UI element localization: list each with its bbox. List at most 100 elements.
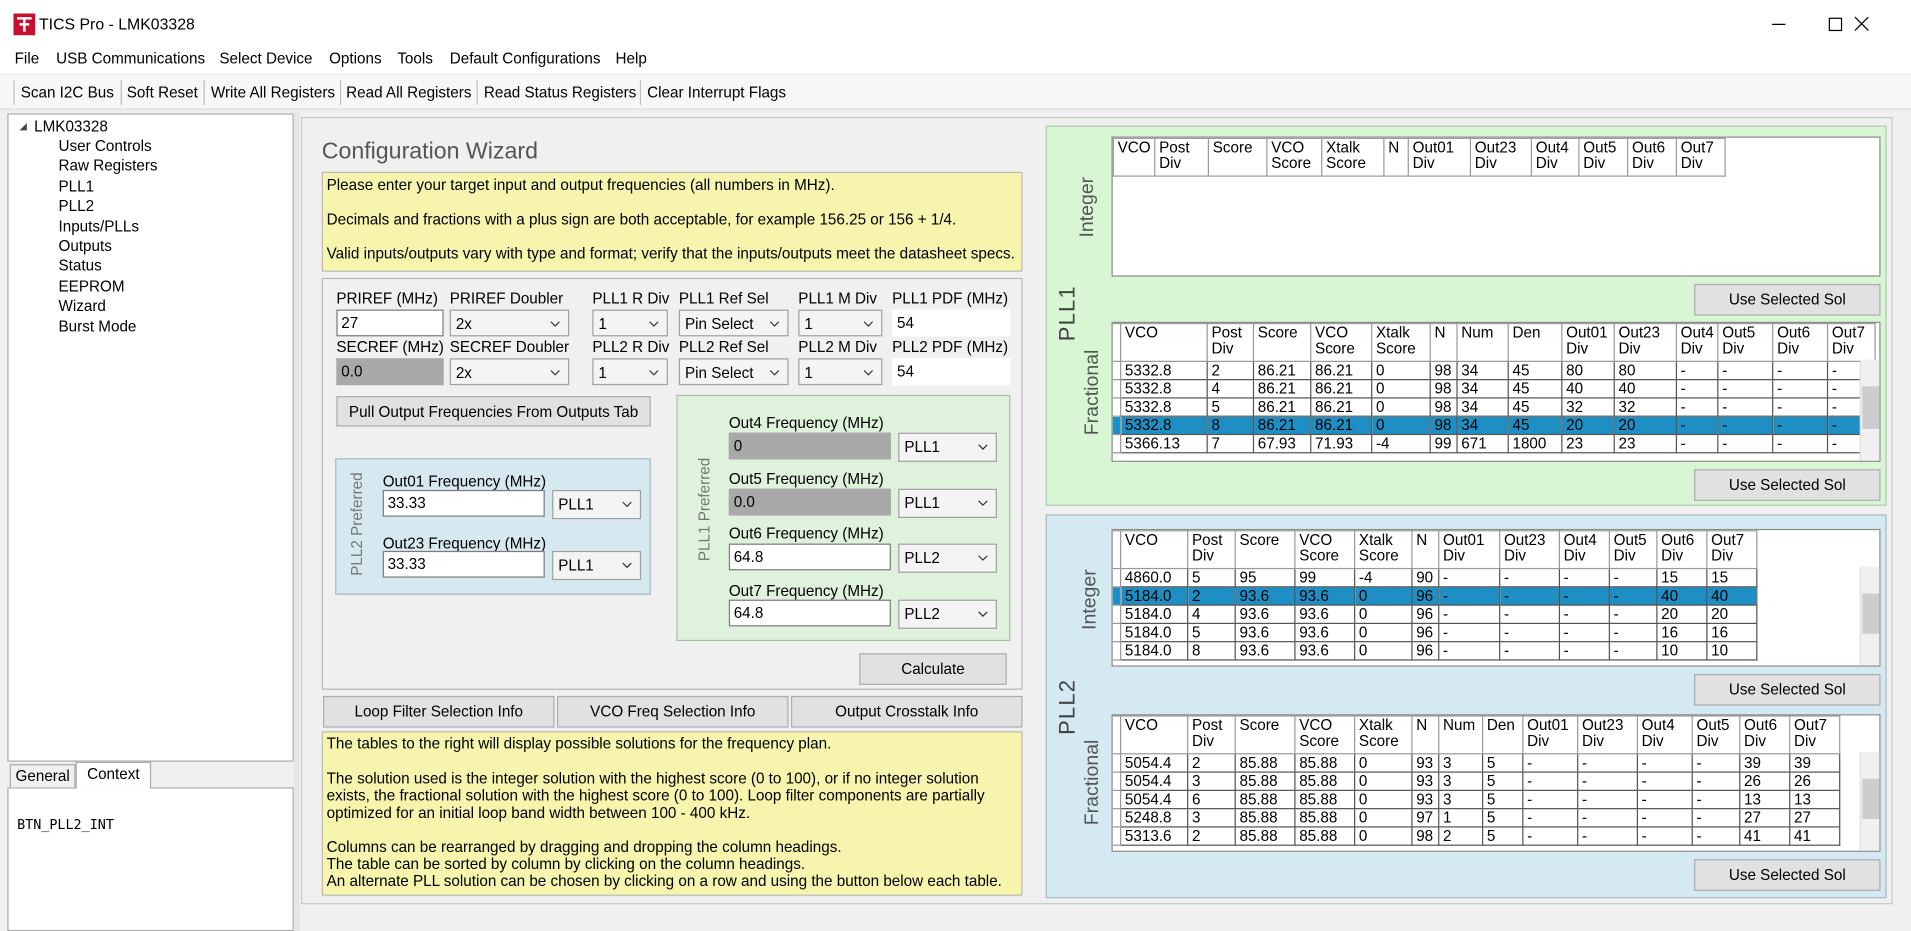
field-input[interactable]: Pin Select (678, 309, 789, 337)
column-header[interactable]: Num (1438, 715, 1484, 755)
use-solution-button[interactable]: Use Selected Sol (1694, 673, 1881, 706)
column-header[interactable]: Xtalk Score (1354, 715, 1413, 755)
output-input[interactable]: 33.33 (382, 489, 545, 517)
menu-item[interactable]: Tools (397, 49, 433, 68)
field-input[interactable]: 1 (798, 358, 883, 386)
field-input[interactable]: 1 (592, 358, 668, 386)
column-header[interactable]: Out01 Div (1561, 322, 1615, 362)
column-header[interactable]: Den (1482, 715, 1524, 755)
solution-row[interactable]: 4860.0 5 95 99 -4 90- - - -15 15 (1112, 567, 1758, 588)
column-header[interactable]: Out5 Div (1608, 530, 1658, 570)
column-header[interactable]: Score (1207, 137, 1268, 177)
scroll-thumb[interactable] (1862, 386, 1880, 429)
menu-item[interactable]: USB Communications (56, 49, 206, 68)
field-input[interactable]: 1 (798, 309, 883, 337)
field-input[interactable]: 1 (592, 309, 668, 337)
column-header[interactable]: Score (1234, 530, 1296, 570)
calculate-button[interactable]: Calculate (859, 653, 1007, 685)
field-input[interactable]: 27 (336, 309, 444, 337)
solution-row[interactable]: 5248.8 3 85.88 85.88 0 97 1 5- - - -27 27 (1112, 808, 1841, 828)
toolbar-button[interactable]: Soft Reset (126, 84, 198, 102)
tree-item[interactable]: Raw Registers (58, 157, 158, 175)
solution-row[interactable]: 5332.8 8 86.21 86.21 0 98 34 45 20 20- - - - (1112, 415, 1876, 436)
column-header[interactable]: Out6 Div (1656, 530, 1708, 570)
column-header[interactable]: Score (1252, 322, 1312, 362)
use-solution-button[interactable]: Use Selected Sol (1694, 859, 1881, 891)
tree-item[interactable]: PLL2 (58, 197, 95, 215)
solution-row[interactable]: 5332.8 4 86.21 86.21 0 98 34 45 40 40- - - - (1112, 379, 1876, 399)
column-header[interactable]: VCO (1120, 715, 1189, 755)
tree-item[interactable]: Wizard (58, 297, 106, 315)
column-header[interactable]: Xtalk Score (1354, 530, 1413, 570)
column-header[interactable]: Post Div (1187, 530, 1236, 570)
column-header[interactable]: VCO Score (1266, 137, 1323, 177)
pll-select[interactable]: PLL1 (552, 550, 642, 581)
info-button[interactable]: VCO Freq Selection Info (556, 695, 789, 728)
solution-row[interactable]: 5366.13 7 67.93 71.93 -4 99 671 1800 23 23- - - - (1112, 433, 1876, 454)
column-header[interactable]: VCO (1120, 530, 1189, 570)
column-header[interactable]: Out5 Div (1578, 137, 1629, 177)
solution-row[interactable]: 5054.4 3 85.88 85.88 0 93 3 5- - - -26 26 (1112, 771, 1841, 791)
column-header[interactable]: Out4 Div (1558, 530, 1610, 570)
solution-row[interactable]: 5054.4 2 85.88 85.88 0 93 3 5- - - -39 39 (1112, 753, 1841, 773)
menu-item[interactable]: Select Device (219, 49, 313, 68)
column-header[interactable]: N (1411, 530, 1440, 570)
column-header[interactable]: Out7 Div (1706, 530, 1758, 570)
tree-item[interactable]: Burst Mode (58, 317, 137, 335)
solution-row[interactable]: 5184.0 4 93.6 93.6 0 96- - - -20 20 (1112, 604, 1758, 624)
pull-button[interactable]: Pull Output Frequencies From Outputs Tab (336, 396, 651, 427)
solution-row[interactable]: 5054.4 6 85.88 85.88 0 93 3 5- - - -13 13 (1112, 789, 1841, 810)
menu-item[interactable]: Help (615, 49, 647, 68)
column-header[interactable]: Out5 Div (1691, 715, 1741, 755)
menu-item[interactable]: Options (329, 49, 382, 68)
tree-item[interactable]: Outputs (58, 237, 112, 255)
toolbar-button[interactable]: Read Status Registers (483, 84, 637, 102)
column-header[interactable]: N (1383, 137, 1409, 177)
column-header[interactable]: N (1429, 322, 1458, 362)
column-header[interactable]: VCO (1112, 137, 1156, 177)
column-header[interactable]: Out23 Div (1613, 322, 1677, 362)
field-input[interactable]: 2x (449, 309, 570, 337)
field-input[interactable]: Pin Select (678, 358, 789, 386)
column-header[interactable]: Out5 Div (1717, 322, 1774, 362)
pll-select[interactable]: PLL2 (898, 543, 997, 573)
scrollbar[interactable] (1859, 359, 1880, 461)
window-controls[interactable] (1755, 10, 1911, 39)
solution-row[interactable]: 5332.8 2 86.21 86.21 0 98 34 45 80 80- - - - (1112, 360, 1876, 381)
toolbar-button[interactable]: Read All Registers (346, 84, 472, 102)
field-input[interactable]: 2x (449, 358, 570, 386)
menu-item[interactable]: Default Configurations (449, 49, 601, 68)
scrollbar[interactable] (1859, 751, 1880, 851)
maximize[interactable] (1828, 17, 1843, 32)
pll-select[interactable]: PLL1 (898, 432, 997, 462)
column-header[interactable]: Out01 Div (1522, 715, 1579, 755)
scrollbar[interactable] (1859, 566, 1880, 666)
column-header[interactable]: VCO Score (1310, 322, 1373, 362)
tree-item[interactable]: EEPROM (58, 277, 125, 295)
info-button[interactable]: Loop Filter Selection Info (322, 695, 555, 728)
column-header[interactable]: N (1411, 715, 1440, 755)
solution-row[interactable]: 5184.0 2 93.6 93.6 0 96- - - -40 40 (1112, 586, 1758, 606)
column-header[interactable]: Den (1507, 322, 1563, 362)
column-header[interactable]: Post Div (1187, 715, 1236, 755)
column-header[interactable]: Out01 Div (1407, 137, 1472, 177)
close[interactable] (1854, 16, 1869, 31)
column-header[interactable]: Out01 Div (1438, 530, 1501, 570)
tree-expander[interactable] (18, 122, 28, 132)
column-header[interactable]: Out6 Div (1772, 322, 1829, 362)
scroll-thumb[interactable] (1862, 778, 1880, 819)
column-header[interactable]: Out6 Div (1739, 715, 1791, 755)
solution-row[interactable]: 5313.6 2 85.88 85.88 0 98 2 5- - - -41 41 (1112, 826, 1841, 846)
output-input[interactable]: 64.8 (728, 599, 891, 627)
tab[interactable]: General (9, 764, 76, 788)
column-header[interactable]: Out23 Div (1469, 137, 1533, 177)
tree-item[interactable]: Inputs/PLLs (58, 217, 139, 235)
scroll-thumb[interactable] (1862, 593, 1880, 634)
solution-row[interactable]: 5184.0 8 93.6 93.6 0 96- - - -10 10 (1112, 641, 1758, 661)
column-header[interactable]: Xtalk Score (1371, 322, 1431, 362)
column-header[interactable]: Num (1456, 322, 1509, 362)
column-header[interactable]: Post Div (1206, 322, 1255, 362)
use-solution-button[interactable]: Use Selected Sol (1694, 283, 1881, 316)
tree-item[interactable]: PLL1 (58, 177, 95, 195)
solution-row[interactable]: 5332.8 5 86.21 86.21 0 98 34 45 32 32- - - - (1112, 397, 1876, 417)
